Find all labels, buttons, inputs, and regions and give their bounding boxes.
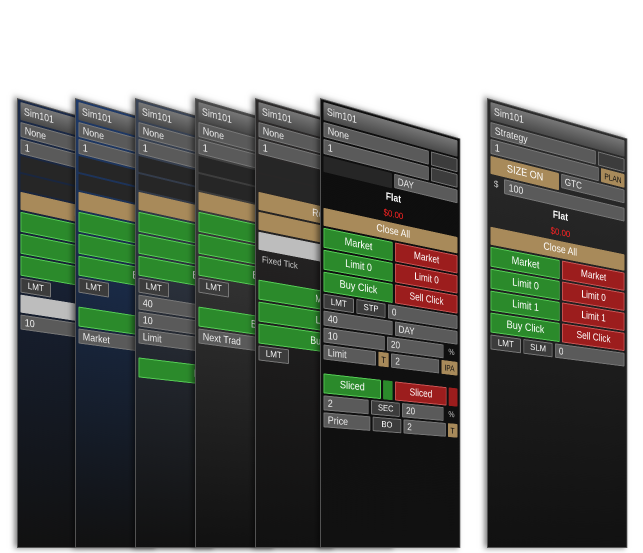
field-control[interactable]: 2	[323, 395, 369, 415]
tans-control[interactable]: T	[447, 423, 458, 438]
red-control[interactable]: Sliced	[394, 381, 447, 406]
green-control[interactable]: Sliced	[323, 373, 381, 400]
label-control: %	[448, 408, 455, 420]
small-control[interactable]: LMT	[198, 277, 229, 298]
field-control[interactable]: 2	[403, 419, 446, 437]
small-control[interactable]: SEC	[371, 400, 400, 418]
label-control: $	[493, 178, 499, 191]
small-control[interactable]: SLM	[523, 338, 553, 358]
small-control[interactable]: BO	[372, 416, 402, 434]
tans-control[interactable]: T	[378, 351, 389, 368]
reds-control[interactable]	[448, 387, 458, 407]
order-panel: Sim101 Strategy 1 PLAN SIZE ON GTC $100 Flat $0.…	[487, 98, 628, 548]
tans-control[interactable]: IPA	[441, 359, 458, 376]
label-control: %	[448, 346, 455, 358]
field-control[interactable]: Price	[323, 412, 371, 431]
small-control[interactable]: LMT	[258, 345, 289, 365]
small-control[interactable]: STP	[356, 298, 386, 319]
field-control[interactable]: 20	[402, 403, 444, 421]
small-control[interactable]: LMT	[490, 334, 521, 354]
order-panel: Sim101 None 1 DAY Flat $0.00 Close All Market Ma…	[320, 98, 461, 548]
small-control[interactable]: LMT	[78, 277, 109, 298]
greens-control[interactable]	[382, 380, 393, 401]
